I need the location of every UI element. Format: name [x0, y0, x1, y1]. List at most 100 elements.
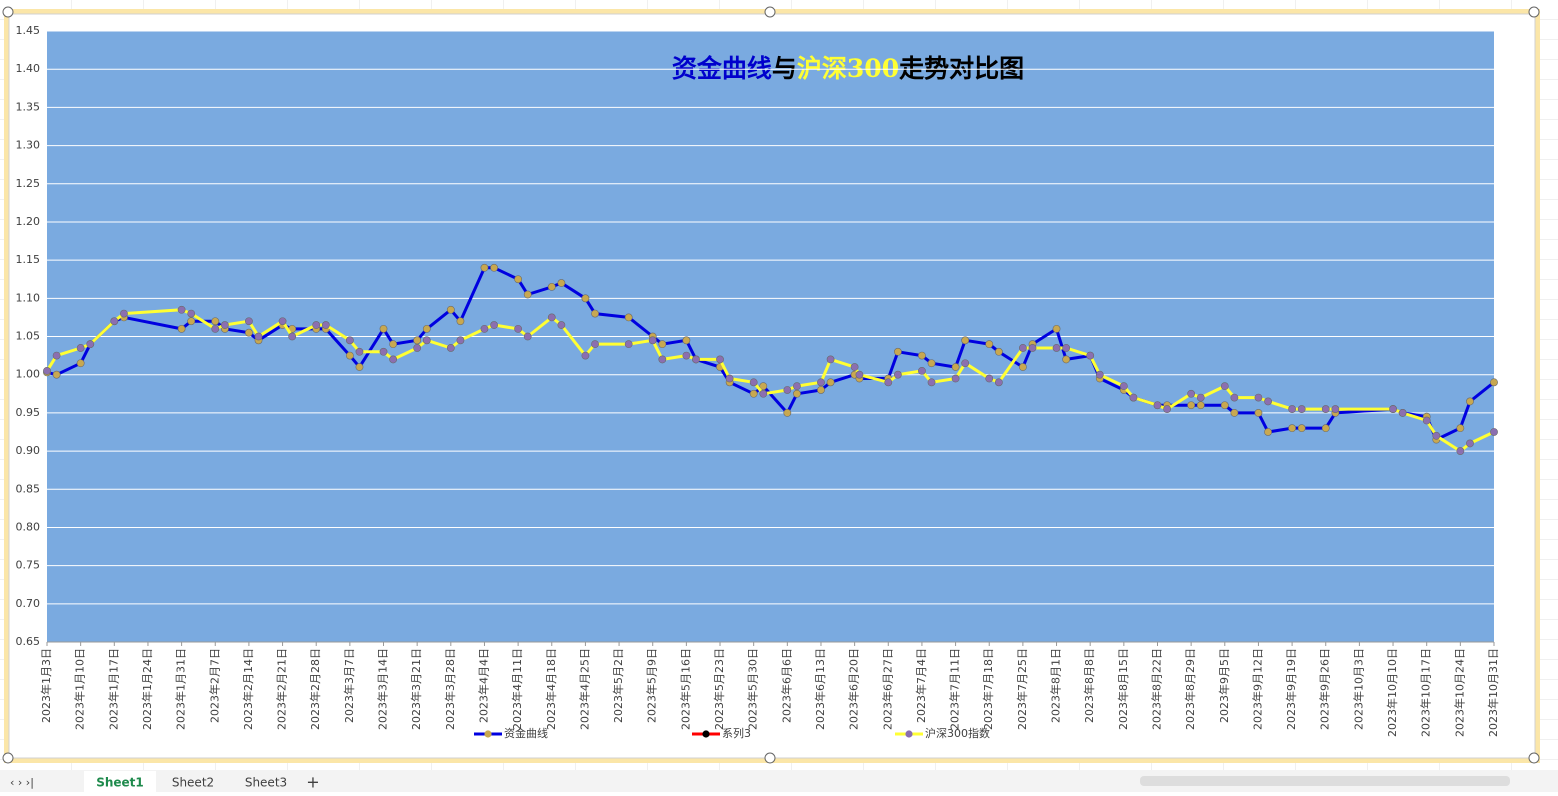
data-point: [547, 313, 556, 322]
add-sheet[interactable]: +: [306, 773, 319, 792]
x-tick-label: 2023年8月1日: [1049, 648, 1063, 723]
data-point: [658, 340, 667, 349]
data-point: [514, 275, 523, 284]
x-tick-label: 2023年4月4日: [476, 648, 490, 723]
y-tick-label: 0.95: [16, 406, 41, 419]
data-point: [490, 321, 498, 329]
x-tick-label: 2023年7月25日: [1015, 648, 1029, 730]
data-point: [1321, 424, 1330, 433]
x-tick-label: 2023年5月30日: [746, 648, 760, 730]
sheet-tab[interactable]: Sheet3: [245, 776, 287, 790]
data-point: [682, 336, 691, 345]
x-tick-label: 2023年4月11日: [510, 648, 524, 730]
y-tick-label: 0.80: [16, 520, 41, 533]
data-point: [1331, 405, 1340, 413]
data-point: [52, 351, 61, 360]
scrollbar[interactable]: [1140, 776, 1510, 786]
y-tick-label: 1.35: [16, 100, 41, 113]
y-tick-label: 1.30: [16, 139, 41, 152]
data-point: [1187, 389, 1196, 398]
x-tick-label: 2023年9月5日: [1217, 648, 1231, 723]
data-point: [1389, 405, 1397, 413]
data-point: [658, 355, 667, 364]
data-point: [591, 309, 599, 318]
data-point: [523, 290, 532, 299]
y-tick-label: 1.40: [16, 62, 41, 75]
data-point: [211, 324, 220, 333]
y-tick-label: 0.65: [16, 635, 41, 648]
nav-arrows[interactable]: ‹ › ›|: [10, 776, 34, 789]
data-point: [312, 321, 321, 329]
y-tick-label: 1.05: [16, 330, 41, 343]
data-point: [446, 344, 455, 352]
data-point: [345, 336, 354, 345]
x-tick-label: 2023年5月2日: [611, 648, 625, 723]
data-point: [918, 366, 926, 375]
x-tick-label: 2023年10月3日: [1351, 648, 1365, 730]
data-point: [413, 336, 422, 345]
data-point: [918, 351, 926, 360]
x-tick-label: 2023年6月20日: [847, 648, 861, 730]
title-part: 沪深300: [797, 54, 899, 83]
data-point: [1028, 344, 1037, 352]
data-point: [490, 263, 498, 272]
data-point: [413, 344, 422, 352]
x-tick-label: 2023年5月16日: [678, 648, 692, 730]
x-tick-label: 2023年7月4日: [914, 648, 928, 723]
data-point: [76, 359, 85, 368]
data-point: [355, 347, 364, 356]
data-point: [716, 355, 724, 364]
data-point: [994, 378, 1003, 387]
data-point: [985, 340, 994, 349]
chart-title: 资金曲线与沪深300走势对比图: [672, 54, 1024, 83]
legend-label: 系列3: [722, 726, 751, 740]
data-point: [245, 317, 253, 326]
x-tick-label: 2023年1月31日: [174, 648, 188, 730]
data-point: [177, 305, 186, 314]
data-point: [220, 321, 229, 329]
data-point: [1095, 370, 1104, 379]
sheet-tab[interactable]: Sheet2: [172, 776, 214, 790]
x-tick-label: 2023年2月28日: [308, 648, 322, 730]
data-point: [86, 340, 95, 349]
data-point: [1254, 408, 1263, 417]
x-tick-label: 2023年2月21日: [275, 648, 289, 730]
x-tick-label: 2023年6月27日: [880, 648, 894, 730]
data-point: [278, 317, 287, 326]
data-point: [120, 309, 128, 318]
y-tick-label: 1.45: [16, 24, 41, 37]
data-point: [1398, 408, 1407, 417]
x-tick-label: 2023年10月10日: [1385, 648, 1399, 737]
y-tick-label: 0.85: [16, 482, 41, 495]
x-tick-label: 2023年4月18日: [544, 648, 558, 730]
data-point: [1062, 355, 1071, 364]
data-point: [389, 355, 398, 364]
x-tick-label: 2023年9月12日: [1250, 648, 1264, 730]
active-tab-bg: [84, 771, 156, 792]
data-point: [725, 374, 734, 383]
data-point: [826, 378, 835, 387]
data-point: [76, 344, 85, 352]
data-point: [1163, 405, 1172, 413]
data-point: [177, 324, 186, 333]
data-point: [1264, 397, 1272, 406]
sheet-tab[interactable]: Sheet1: [96, 776, 144, 790]
data-point: [1466, 397, 1474, 406]
data-point: [793, 382, 801, 391]
data-point: [1052, 324, 1061, 333]
series-line: [45, 308, 1495, 453]
title-part: 与: [772, 54, 797, 83]
data-point: [379, 324, 388, 333]
data-point: [1321, 405, 1330, 413]
data-point: [927, 378, 936, 387]
x-tick-label: 2023年5月23日: [712, 648, 726, 730]
data-point: [893, 347, 902, 356]
data-point: [1062, 344, 1071, 352]
data-point: [994, 347, 1003, 356]
data-point: [1254, 393, 1263, 402]
data-point: [321, 321, 330, 329]
data-point: [288, 332, 297, 341]
data-point: [793, 389, 801, 398]
x-tick-label: 2023年9月19日: [1284, 648, 1298, 730]
